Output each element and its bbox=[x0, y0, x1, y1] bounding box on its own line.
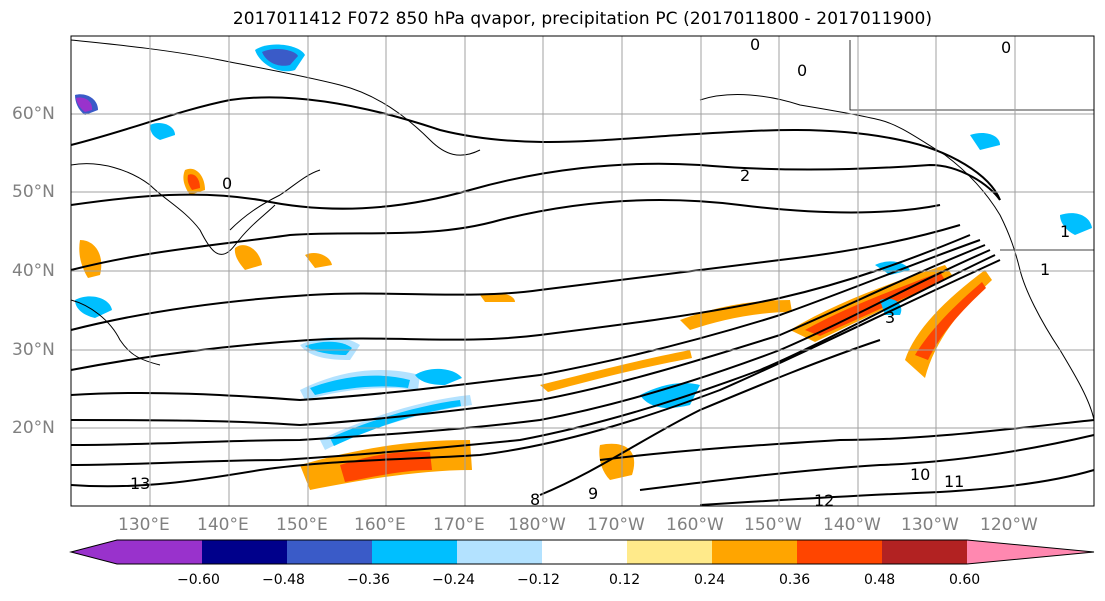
colorbar-swatch bbox=[287, 540, 372, 564]
lat-label: 40°N bbox=[12, 261, 55, 281]
colorbar-swatch bbox=[797, 540, 882, 564]
contour-label: 9 bbox=[588, 484, 598, 503]
lon-label: 120°W bbox=[980, 515, 1038, 535]
contour-label: 1 bbox=[1040, 260, 1050, 279]
colorbar-swatch bbox=[457, 540, 542, 564]
colorbar-swatch bbox=[117, 540, 202, 564]
lon-label: 150°E bbox=[276, 515, 328, 535]
colorbar-tick-label: 0.36 bbox=[779, 572, 811, 588]
contours bbox=[70, 96, 1095, 506]
contour-label: 8 bbox=[530, 490, 540, 509]
gridlines bbox=[71, 36, 1094, 506]
colorbar-tick-label: 0.24 bbox=[694, 572, 726, 588]
lon-label: 180°W bbox=[508, 515, 566, 535]
contour-label: 0 bbox=[1001, 38, 1011, 57]
colorbar-tick-label: 0.12 bbox=[609, 572, 641, 588]
lon-label: 150°W bbox=[744, 515, 802, 535]
contour-label: 13 bbox=[130, 474, 150, 493]
chart-title: 2017011412 F072 850 hPa qvapor, precipit… bbox=[232, 9, 933, 29]
colorbar-tick-label: −0.12 bbox=[517, 572, 560, 588]
contour-label: 2 bbox=[740, 166, 750, 185]
lon-label: 170°E bbox=[433, 515, 485, 535]
lon-label: 130°E bbox=[118, 515, 170, 535]
colorbar-tick-label: 0.60 bbox=[949, 572, 981, 588]
colorbar-tick-label: 0.48 bbox=[864, 572, 896, 588]
contour-label: 11 bbox=[944, 472, 964, 491]
lon-label: 160°W bbox=[666, 515, 724, 535]
lon-label: 160°E bbox=[354, 515, 406, 535]
contour-label: 0 bbox=[222, 174, 232, 193]
colorbar-swatch bbox=[712, 540, 797, 564]
colorbar-tick-label: −0.36 bbox=[347, 572, 390, 588]
contour-label: 3 bbox=[885, 308, 895, 327]
lon-label: 170°W bbox=[587, 515, 645, 535]
contour-label: 0 bbox=[797, 61, 807, 80]
lon-label: 140°W bbox=[823, 515, 881, 535]
colorbar-swatch bbox=[542, 540, 627, 564]
lat-label: 20°N bbox=[12, 418, 55, 438]
colorbar-arrow-left bbox=[71, 540, 117, 564]
map-frame bbox=[70, 35, 1095, 507]
colorbar-tick-label: −0.48 bbox=[262, 572, 305, 588]
colorbar bbox=[69, 539, 1095, 565]
contour-label: 0 bbox=[750, 35, 760, 54]
colorbar-arrow-right bbox=[967, 540, 1094, 564]
contour-label: 12 bbox=[814, 491, 834, 510]
colorbar-swatch bbox=[202, 540, 287, 564]
colorbar-swatch bbox=[882, 540, 967, 564]
lon-label: 130°W bbox=[901, 515, 959, 535]
colorbar-swatch bbox=[627, 540, 712, 564]
lat-label: 50°N bbox=[12, 182, 55, 202]
lon-label: 140°E bbox=[197, 515, 249, 535]
colorbar-tick-label: −0.60 bbox=[177, 572, 220, 588]
contour-label: 10 bbox=[910, 465, 930, 484]
colorbar-swatch bbox=[372, 540, 457, 564]
lat-label: 30°N bbox=[12, 340, 55, 360]
lat-label: 60°N bbox=[12, 104, 55, 124]
colorbar-tick-label: −0.24 bbox=[432, 572, 475, 588]
contour-label: 1 bbox=[1060, 222, 1070, 241]
